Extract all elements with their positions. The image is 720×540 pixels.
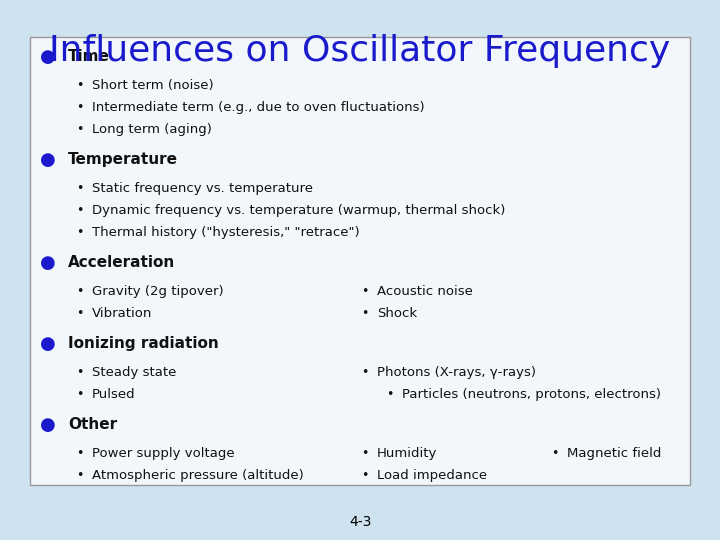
Text: Humidity: Humidity	[377, 447, 437, 460]
Text: •: •	[76, 226, 84, 239]
Text: •: •	[76, 79, 84, 92]
Text: •: •	[76, 204, 84, 217]
Text: Dynamic frequency vs. temperature (warmup, thermal shock): Dynamic frequency vs. temperature (warmu…	[92, 204, 505, 217]
Text: •: •	[361, 366, 369, 379]
Text: •: •	[76, 307, 84, 320]
Text: Vibration: Vibration	[92, 307, 153, 320]
Text: •: •	[552, 447, 559, 460]
Text: •: •	[361, 447, 369, 460]
Text: •: •	[361, 285, 369, 298]
Text: Acoustic noise: Acoustic noise	[377, 285, 473, 298]
Text: ●: ●	[40, 335, 56, 353]
Text: •: •	[76, 285, 84, 298]
Text: •: •	[76, 102, 84, 114]
Text: 4-3: 4-3	[348, 515, 372, 529]
Text: ●: ●	[40, 254, 56, 272]
Text: Shock: Shock	[377, 307, 417, 320]
Text: •: •	[76, 366, 84, 379]
Text: Ionizing radiation: Ionizing radiation	[68, 336, 219, 352]
Text: Intermediate term (e.g., due to oven fluctuations): Intermediate term (e.g., due to oven flu…	[92, 102, 425, 114]
FancyBboxPatch shape	[30, 37, 690, 485]
Text: •: •	[76, 183, 84, 195]
Text: Atmospheric pressure (altitude): Atmospheric pressure (altitude)	[92, 469, 304, 482]
Text: Short term (noise): Short term (noise)	[92, 79, 214, 92]
Text: •: •	[76, 123, 84, 136]
Text: Load impedance: Load impedance	[377, 469, 487, 482]
Text: •: •	[361, 307, 369, 320]
Text: Particles (neutrons, protons, electrons): Particles (neutrons, protons, electrons)	[402, 388, 661, 401]
Text: Steady state: Steady state	[92, 366, 176, 379]
Text: •: •	[387, 388, 394, 401]
Text: Magnetic field: Magnetic field	[567, 447, 662, 460]
Text: Static frequency vs. temperature: Static frequency vs. temperature	[92, 183, 313, 195]
Text: Time: Time	[68, 49, 110, 64]
Text: •: •	[76, 388, 84, 401]
Text: Other: Other	[68, 417, 117, 433]
Text: ●: ●	[40, 48, 56, 66]
Text: Long term (aging): Long term (aging)	[92, 123, 212, 136]
Text: Pulsed: Pulsed	[92, 388, 135, 401]
Text: •: •	[361, 469, 369, 482]
Text: •: •	[76, 469, 84, 482]
Text: Temperature: Temperature	[68, 152, 178, 167]
Text: Gravity (2g tipover): Gravity (2g tipover)	[92, 285, 224, 298]
Text: Power supply voltage: Power supply voltage	[92, 447, 235, 460]
Text: •: •	[76, 447, 84, 460]
Text: ●: ●	[40, 416, 56, 434]
Text: Acceleration: Acceleration	[68, 255, 175, 271]
Text: Influences on Oscillator Frequency: Influences on Oscillator Frequency	[50, 35, 670, 68]
Text: Thermal history ("hysteresis," "retrace"): Thermal history ("hysteresis," "retrace"…	[92, 226, 359, 239]
Text: Photons (X-rays, γ-rays): Photons (X-rays, γ-rays)	[377, 366, 536, 379]
Text: ●: ●	[40, 151, 56, 169]
